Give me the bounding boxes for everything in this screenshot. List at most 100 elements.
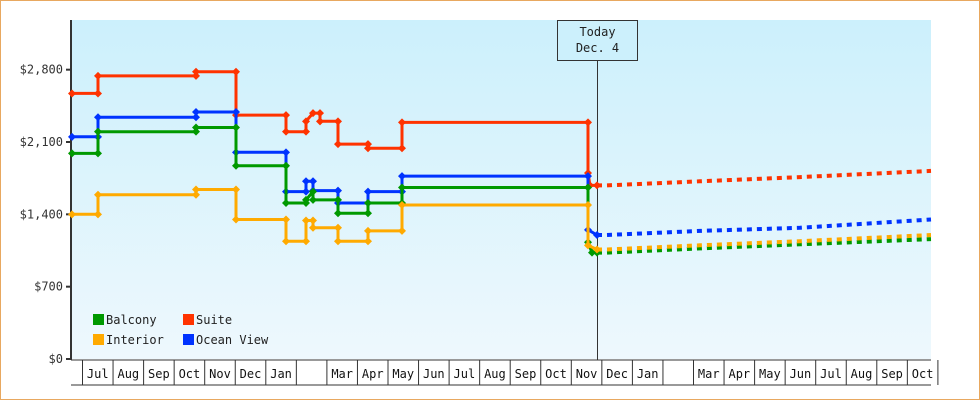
legend-label: Interior bbox=[106, 333, 164, 347]
data-point[interactable] bbox=[364, 187, 372, 196]
data-point[interactable] bbox=[302, 195, 310, 204]
data-point[interactable] bbox=[309, 195, 317, 204]
data-point[interactable] bbox=[192, 123, 200, 132]
data-point[interactable] bbox=[584, 172, 592, 181]
data-point[interactable] bbox=[232, 123, 240, 132]
data-point[interactable] bbox=[398, 144, 406, 153]
legend-swatch bbox=[93, 314, 104, 325]
data-point[interactable] bbox=[584, 241, 592, 250]
legend-item-ocean-view[interactable]: Ocean View bbox=[183, 333, 269, 347]
x-tick-label: Oct bbox=[912, 367, 934, 381]
data-point[interactable] bbox=[334, 223, 342, 232]
data-point[interactable] bbox=[94, 113, 102, 122]
data-point[interactable] bbox=[334, 140, 342, 149]
legend-item-interior[interactable]: Interior bbox=[93, 333, 164, 347]
x-tick-label: Sep bbox=[515, 367, 537, 381]
data-point[interactable] bbox=[282, 111, 290, 120]
data-point[interactable] bbox=[334, 195, 342, 204]
data-point[interactable] bbox=[584, 201, 592, 210]
data-point[interactable] bbox=[232, 185, 240, 194]
data-point[interactable] bbox=[309, 187, 317, 196]
data-point[interactable] bbox=[588, 248, 596, 257]
data-point[interactable] bbox=[232, 161, 240, 170]
data-point[interactable] bbox=[302, 237, 310, 246]
data-point[interactable] bbox=[192, 185, 200, 194]
data-point[interactable] bbox=[68, 210, 76, 219]
x-tick-label: Sep bbox=[148, 367, 170, 381]
data-point[interactable] bbox=[232, 215, 240, 224]
data-point[interactable] bbox=[94, 190, 102, 199]
x-tick-label: Nov bbox=[209, 367, 231, 381]
data-point[interactable] bbox=[584, 183, 592, 192]
data-point[interactable] bbox=[316, 109, 324, 118]
legend-swatch bbox=[183, 334, 194, 345]
x-tick-label: May bbox=[759, 367, 781, 381]
data-point[interactable] bbox=[282, 148, 290, 157]
data-point[interactable] bbox=[282, 127, 290, 136]
series-suite bbox=[68, 67, 932, 190]
data-point[interactable] bbox=[334, 186, 342, 195]
data-point[interactable] bbox=[302, 216, 310, 225]
data-point[interactable] bbox=[334, 117, 342, 126]
y-axis: $0 $700 $1,400 $2,100 $2,800 bbox=[20, 20, 72, 366]
series-lines bbox=[68, 67, 932, 257]
data-point[interactable] bbox=[398, 172, 406, 181]
data-point[interactable] bbox=[309, 177, 317, 186]
data-point[interactable] bbox=[364, 198, 372, 207]
data-point[interactable] bbox=[309, 216, 317, 225]
data-point[interactable] bbox=[68, 149, 76, 158]
data-point[interactable] bbox=[334, 237, 342, 246]
data-point[interactable] bbox=[302, 127, 310, 136]
data-point[interactable] bbox=[302, 187, 310, 196]
data-point[interactable] bbox=[309, 109, 317, 118]
data-point[interactable] bbox=[364, 140, 372, 149]
data-point[interactable] bbox=[364, 226, 372, 235]
data-point[interactable] bbox=[68, 89, 76, 98]
data-point[interactable] bbox=[316, 117, 324, 126]
data-point[interactable] bbox=[94, 89, 102, 98]
y-tick-label: $2,800 bbox=[20, 63, 63, 77]
data-point[interactable] bbox=[398, 183, 406, 192]
data-point[interactable] bbox=[232, 67, 240, 76]
x-tick-label: Aug bbox=[851, 367, 873, 381]
legend-item-suite[interactable]: Suite bbox=[183, 313, 232, 327]
data-point[interactable] bbox=[302, 177, 310, 186]
data-point[interactable] bbox=[68, 132, 76, 141]
y-tick-label: $700 bbox=[34, 280, 63, 294]
legend-swatch bbox=[93, 334, 104, 345]
data-point[interactable] bbox=[192, 113, 200, 122]
data-point[interactable] bbox=[192, 127, 200, 136]
data-point[interactable] bbox=[302, 117, 310, 126]
data-point[interactable] bbox=[282, 237, 290, 246]
data-point[interactable] bbox=[282, 215, 290, 224]
data-point[interactable] bbox=[309, 223, 317, 232]
x-tick-label: Apr bbox=[362, 367, 384, 381]
data-point[interactable] bbox=[94, 127, 102, 136]
x-tick-label: Jun bbox=[423, 367, 445, 381]
data-point[interactable] bbox=[364, 237, 372, 246]
data-point[interactable] bbox=[94, 210, 102, 219]
data-point[interactable] bbox=[282, 161, 290, 170]
data-point[interactable] bbox=[232, 108, 240, 117]
data-point[interactable] bbox=[398, 226, 406, 235]
legend-label: Balcony bbox=[106, 313, 157, 327]
data-point[interactable] bbox=[192, 108, 200, 117]
data-point[interactable] bbox=[192, 71, 200, 80]
data-point[interactable] bbox=[192, 190, 200, 199]
data-point[interactable] bbox=[192, 67, 200, 76]
data-point[interactable] bbox=[282, 198, 290, 207]
data-point[interactable] bbox=[94, 71, 102, 80]
legend-item-balcony[interactable]: Balcony bbox=[93, 313, 157, 327]
data-point[interactable] bbox=[334, 209, 342, 218]
data-point[interactable] bbox=[364, 209, 372, 218]
legend: Balcony Suite Interior Ocean View bbox=[93, 313, 269, 347]
data-point[interactable] bbox=[584, 118, 592, 127]
x-tick-label: Dec bbox=[606, 367, 628, 381]
data-point[interactable] bbox=[364, 144, 372, 153]
x-tick-label: Jul bbox=[87, 367, 109, 381]
data-point[interactable] bbox=[94, 149, 102, 158]
data-point[interactable] bbox=[398, 118, 406, 127]
data-point[interactable] bbox=[398, 201, 406, 210]
x-tick-label: Jan bbox=[637, 367, 659, 381]
